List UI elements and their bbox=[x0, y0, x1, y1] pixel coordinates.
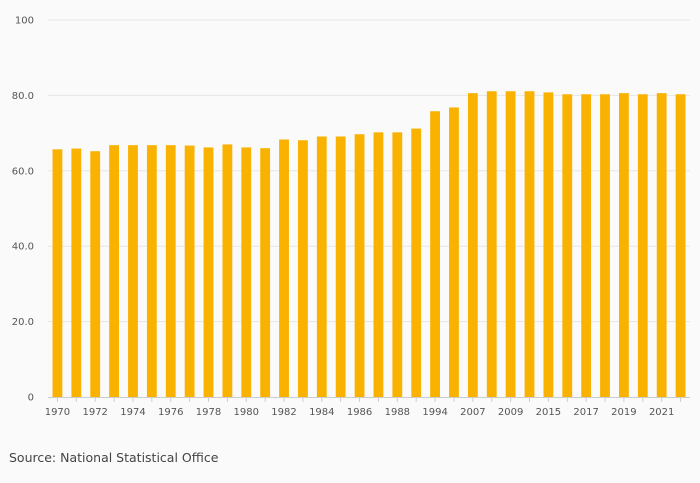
bar bbox=[222, 144, 233, 397]
bar bbox=[354, 134, 365, 398]
bar bbox=[52, 149, 63, 397]
bar bbox=[543, 92, 554, 397]
bar bbox=[619, 93, 629, 397]
y-tick-label: 80.0 bbox=[12, 91, 34, 102]
bar bbox=[128, 145, 138, 397]
bar-series bbox=[52, 91, 686, 398]
y-tick-label: 40.0 bbox=[12, 242, 34, 253]
x-tick-label: 1972 bbox=[82, 407, 107, 418]
bar bbox=[90, 151, 101, 397]
bar bbox=[298, 140, 308, 397]
bar bbox=[279, 139, 289, 397]
x-tick-label: 1976 bbox=[158, 407, 183, 418]
bar bbox=[316, 136, 327, 398]
bar bbox=[449, 107, 459, 398]
bar bbox=[581, 94, 592, 398]
bar bbox=[109, 145, 119, 397]
bar bbox=[184, 145, 195, 397]
bar bbox=[165, 145, 176, 397]
y-tick-label: 0 bbox=[28, 393, 34, 404]
gridlines bbox=[48, 19, 690, 323]
y-tick-label: 100 bbox=[15, 16, 34, 27]
x-tick-label: 1986 bbox=[347, 407, 372, 418]
x-tick-label: 2007 bbox=[460, 407, 485, 418]
source-note: Source: National Statistical Office bbox=[9, 450, 219, 465]
bar bbox=[486, 91, 497, 397]
x-tick-label: 1988 bbox=[385, 407, 410, 418]
x-tick-label: 1994 bbox=[422, 407, 447, 418]
bar bbox=[260, 148, 271, 397]
bar bbox=[203, 147, 214, 397]
bar bbox=[373, 132, 384, 397]
bar bbox=[430, 111, 440, 397]
x-tick-label: 2009 bbox=[498, 407, 523, 418]
x-tick-label: 2019 bbox=[611, 407, 636, 418]
bar bbox=[71, 148, 82, 397]
x-tick-label: 1984 bbox=[309, 407, 334, 418]
x-tick-label: 1970 bbox=[45, 407, 70, 418]
bar bbox=[600, 94, 610, 398]
x-tick-label: 2015 bbox=[536, 407, 561, 418]
bar bbox=[335, 136, 346, 398]
bar bbox=[241, 147, 252, 397]
bar bbox=[392, 132, 403, 397]
x-tick-label: 2021 bbox=[649, 407, 674, 418]
y-tick-label: 20.0 bbox=[12, 317, 34, 328]
bar bbox=[675, 94, 686, 398]
y-tick-label: 60.0 bbox=[12, 166, 34, 177]
bar bbox=[637, 94, 648, 398]
bar bbox=[656, 93, 667, 397]
x-axis: 1970 1972 1974 1976 1978 1980 1982 1984 1986 1988… bbox=[45, 397, 690, 418]
bar bbox=[411, 128, 422, 397]
bar bbox=[524, 91, 535, 397]
x-tick-label: 2017 bbox=[573, 407, 598, 418]
x-tick-label: 1982 bbox=[271, 407, 296, 418]
x-tick-label: 1980 bbox=[234, 407, 259, 418]
bar bbox=[562, 94, 573, 398]
bar bbox=[146, 145, 157, 397]
y-axis: 0 20.0 40.0 60.0 80.0 100 bbox=[12, 16, 34, 404]
x-tick-label: 1974 bbox=[120, 407, 145, 418]
bar bbox=[505, 91, 516, 397]
x-tick-label: 1978 bbox=[196, 407, 221, 418]
bar bbox=[467, 93, 478, 397]
